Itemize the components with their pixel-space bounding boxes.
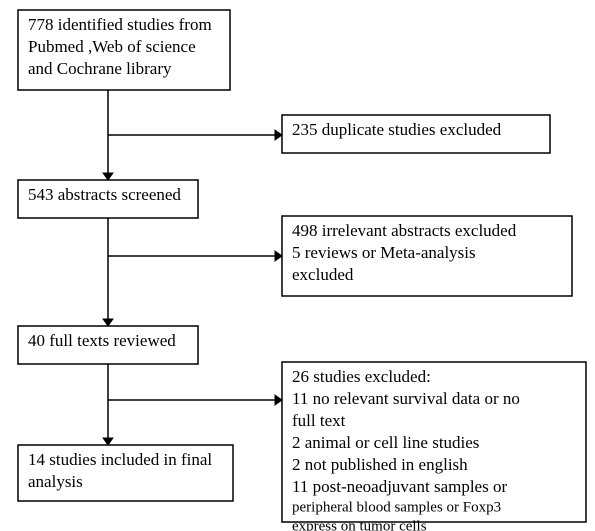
box-text: 2 animal or cell line studies [292, 433, 479, 452]
box-text-small: peripheral blood samples or Foxp3 [292, 500, 501, 516]
box-text: Pubmed ,Web of science [28, 37, 196, 56]
box-text: 40 full texts reviewed [28, 331, 176, 350]
box-text: 11 no relevant survival data or no [292, 389, 520, 408]
abstracts-screened-box: 543 abstracts screened [18, 180, 198, 218]
irrelevant-excluded-box: 498 irrelevant abstracts excluded 5 revie… [282, 216, 572, 296]
box-text: full text [292, 411, 346, 430]
box-text: excluded [292, 265, 354, 284]
box-text: 498 irrelevant abstracts excluded [292, 221, 517, 240]
box-text: 543 abstracts screened [28, 185, 181, 204]
box-text: 14 studies included in final [28, 450, 212, 469]
final-analysis-box: 14 studies included in final analysis [18, 445, 233, 501]
box-text: analysis [28, 472, 83, 491]
box-text-small: express on tumor cells [292, 519, 427, 531]
box-text: 2 not published in english [292, 455, 468, 474]
duplicate-excluded-box: 235 duplicate studies excluded [282, 115, 550, 153]
full-texts-reviewed-box: 40 full texts reviewed [18, 326, 198, 364]
box-text: 235 duplicate studies excluded [292, 120, 502, 139]
identified-studies-box: 778 identified studies from Pubmed ,Web o… [18, 10, 230, 90]
box-text: and Cochrane library [28, 59, 172, 78]
box-text: 5 reviews or Meta-analysis [292, 243, 476, 262]
box-text: 26 studies excluded: [292, 367, 431, 386]
studies-excluded-detail-box: 26 studies excluded: 11 no relevant survi… [282, 362, 586, 531]
box-text: 778 identified studies from [28, 15, 212, 34]
box-text: 11 post-neoadjuvant samples or [292, 477, 507, 496]
